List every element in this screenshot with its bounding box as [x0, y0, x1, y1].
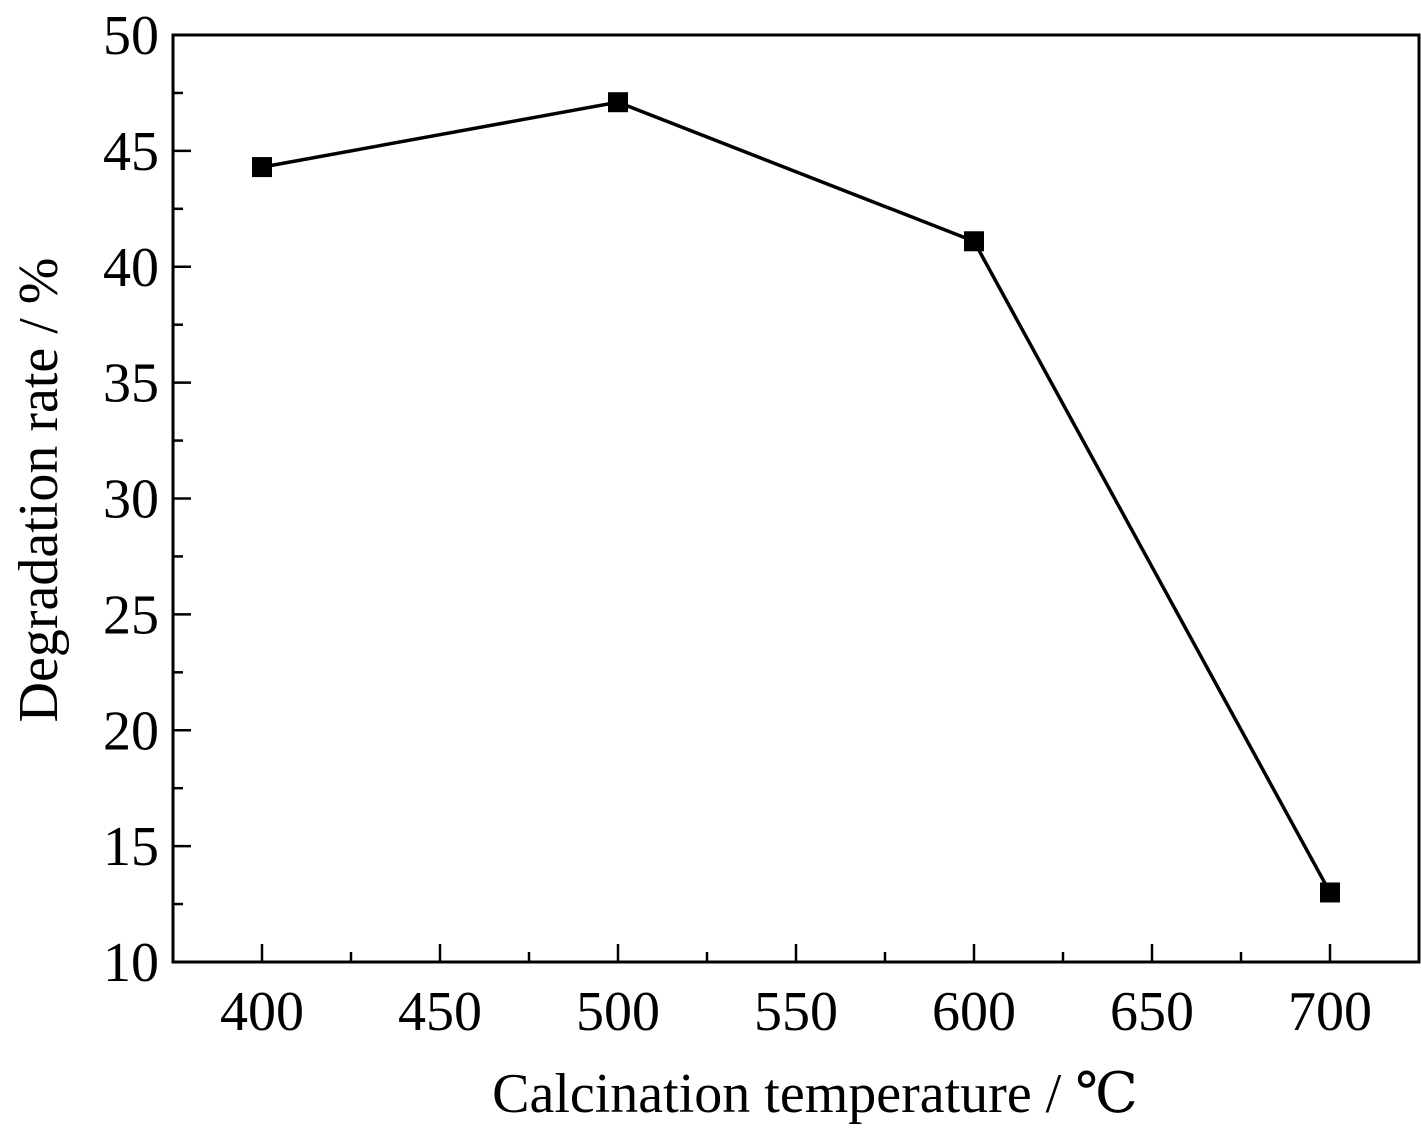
x-axis-title: Calcination temperature / ℃ — [492, 1063, 1138, 1125]
series-line — [261, 100, 1332, 894]
plot-frame — [171, 33, 1421, 964]
y-tick-label: 15 — [103, 816, 159, 878]
axes — [171, 33, 1421, 964]
data-point-marker — [964, 231, 984, 252]
y-tick-label: 45 — [103, 121, 159, 183]
y-tick-label: 30 — [103, 469, 159, 531]
x-tick-label: 450 — [398, 981, 482, 1043]
x-tick-label: 600 — [932, 981, 1016, 1043]
tick-labels: 400 450 500 550 600 650 700 10 15 20 25 30 35 40 45 50 — [103, 5, 1372, 1043]
x-tick-label: 650 — [1110, 981, 1194, 1043]
y-tick-label: 35 — [103, 353, 159, 415]
y-tick-label: 25 — [103, 584, 159, 646]
y-tick-label: 10 — [103, 932, 159, 994]
x-tick-label: 700 — [1288, 981, 1372, 1043]
x-tick-label: 400 — [220, 981, 304, 1043]
x-tick-label: 500 — [576, 981, 660, 1043]
x-tick-label: 550 — [754, 981, 838, 1043]
data-point-marker — [1320, 882, 1340, 903]
y-tick-label: 20 — [103, 700, 159, 762]
ticks — [173, 33, 1332, 964]
y-axis-title: Degradation rate / % — [8, 258, 70, 723]
data-point-marker — [252, 157, 272, 178]
y-tick-label: 40 — [103, 237, 159, 299]
data-point-marker — [608, 92, 628, 113]
series-plot — [252, 92, 1340, 903]
y-tick-label: 50 — [103, 5, 159, 67]
